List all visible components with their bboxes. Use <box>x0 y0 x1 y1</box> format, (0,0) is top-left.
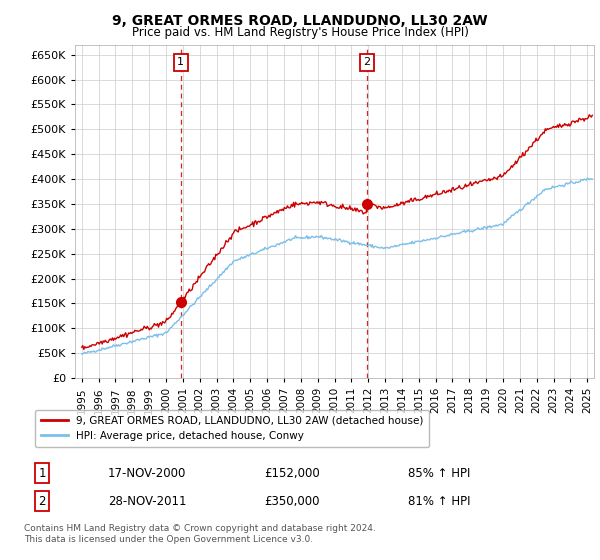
Text: 17-NOV-2000: 17-NOV-2000 <box>108 466 187 480</box>
Text: 2: 2 <box>363 57 370 67</box>
Text: 2: 2 <box>38 494 46 508</box>
Text: 81% ↑ HPI: 81% ↑ HPI <box>408 494 470 508</box>
Text: £152,000: £152,000 <box>264 466 320 480</box>
Legend: 9, GREAT ORMES ROAD, LLANDUDNO, LL30 2AW (detached house), HPI: Average price, d: 9, GREAT ORMES ROAD, LLANDUDNO, LL30 2AW… <box>35 409 430 447</box>
Text: 1: 1 <box>38 466 46 480</box>
Text: This data is licensed under the Open Government Licence v3.0.: This data is licensed under the Open Gov… <box>24 535 313 544</box>
Text: Contains HM Land Registry data © Crown copyright and database right 2024.: Contains HM Land Registry data © Crown c… <box>24 524 376 533</box>
Text: Price paid vs. HM Land Registry's House Price Index (HPI): Price paid vs. HM Land Registry's House … <box>131 26 469 39</box>
Text: 1: 1 <box>178 57 184 67</box>
Text: £350,000: £350,000 <box>264 494 320 508</box>
Text: 28-NOV-2011: 28-NOV-2011 <box>108 494 187 508</box>
Text: 85% ↑ HPI: 85% ↑ HPI <box>408 466 470 480</box>
Text: 9, GREAT ORMES ROAD, LLANDUDNO, LL30 2AW: 9, GREAT ORMES ROAD, LLANDUDNO, LL30 2AW <box>112 14 488 28</box>
